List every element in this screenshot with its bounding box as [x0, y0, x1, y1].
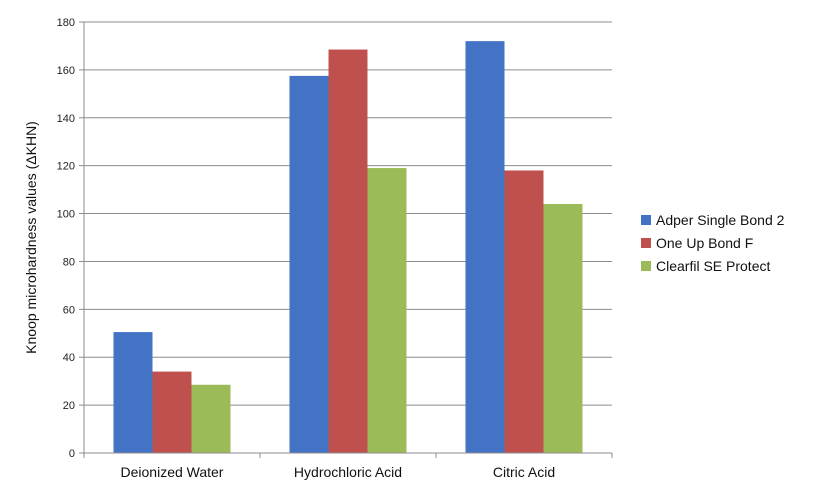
y-tick-label: 140 — [57, 113, 75, 125]
legend-swatch — [641, 261, 651, 271]
y-tick-label: 40 — [63, 352, 75, 364]
legend-swatch — [641, 238, 651, 248]
x-category-label: Deionized Water — [121, 464, 224, 480]
bars — [113, 41, 583, 454]
bar-one-up-bond-f-hydrochloric-acid — [328, 49, 368, 454]
legend: Adper Single Bond 2 One Up Bond F Clearfil… — [641, 212, 785, 274]
axes: 0 20 40 60 80 100 120 140 160 180 Deionized Water H… — [57, 17, 613, 480]
bar-clearfil-se-protect-deionized-water — [191, 384, 231, 453]
x-category-label: Hydrochloric Acid — [294, 464, 402, 480]
bar-one-up-bond-f-citric-acid — [504, 170, 544, 453]
legend-label: One Up Bond F — [656, 235, 753, 251]
bar-adper-single-bond-2-hydrochloric-acid — [289, 75, 329, 453]
legend-label: Clearfil SE Protect — [656, 258, 770, 274]
legend-label: Adper Single Bond 2 — [656, 212, 785, 228]
y-tick-label: 180 — [57, 17, 75, 29]
bar-clearfil-se-protect-citric-acid — [543, 203, 583, 453]
y-axis-title: Knoop microhardness values (ΔKHN) — [23, 121, 39, 354]
bar-adper-single-bond-2-citric-acid — [465, 41, 505, 454]
y-tick-label: 60 — [63, 304, 75, 316]
y-tick-label: 160 — [57, 65, 75, 77]
y-tick-label: 120 — [57, 161, 75, 173]
bar-adper-single-bond-2-deionized-water — [113, 332, 153, 453]
y-tick-label: 80 — [63, 256, 75, 268]
y-tick-label: 100 — [57, 209, 75, 221]
bar-clearfil-se-protect-hydrochloric-acid — [367, 168, 407, 454]
y-tick-label: 0 — [69, 448, 75, 460]
bar-one-up-bond-f-deionized-water — [152, 371, 192, 453]
x-category-label: Citric Acid — [493, 464, 555, 480]
legend-swatch — [641, 215, 651, 225]
y-tick-label: 20 — [63, 400, 75, 412]
